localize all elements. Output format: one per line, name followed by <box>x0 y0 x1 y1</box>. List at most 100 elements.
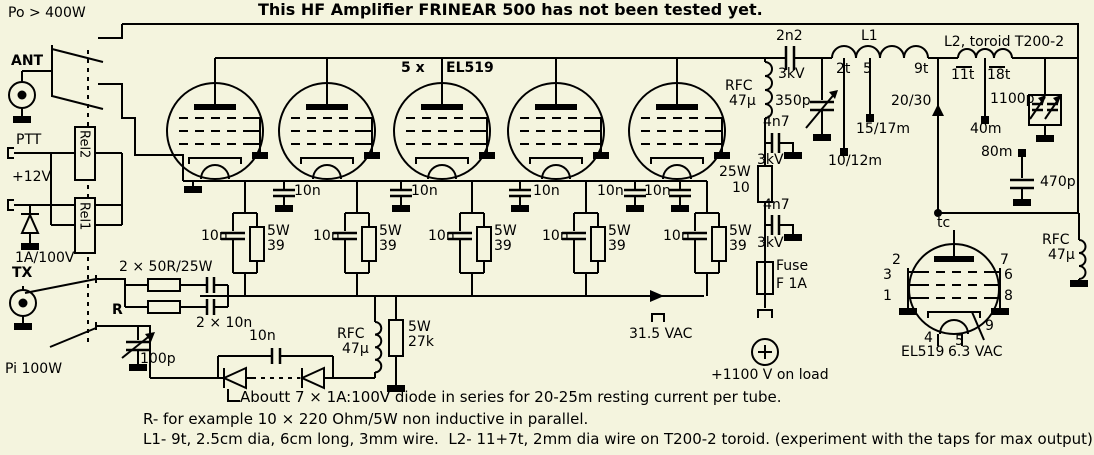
page-title: This HF Amplifier FRINEAR 500 has not be… <box>258 0 763 19</box>
supply-res-value-label: 10 <box>732 180 750 196</box>
heater-bypass-caps <box>271 179 693 214</box>
ptt-label: PTT <box>16 132 42 148</box>
tap-10-12m-label: 10/12m <box>828 153 882 169</box>
cathode-cap-label: 10n <box>313 228 340 244</box>
heater-cap-label: 10n <box>644 183 671 199</box>
12v-label: +12V <box>12 169 52 185</box>
r-switch-and-input-tune <box>49 322 155 378</box>
pin-1-label: 1 <box>883 288 892 304</box>
cathode-cap-label: 10n <box>428 228 455 244</box>
tune-cap-label: 350p <box>775 93 811 109</box>
cathode-res-power-label: 5W <box>729 223 752 239</box>
loading-cap-1100p <box>1028 58 1062 142</box>
l2-tap18-label: 18t <box>987 67 1011 83</box>
blocking-cap-rating-label: 3kV <box>778 66 805 82</box>
supply-cap2-label: 4n7 <box>763 197 790 213</box>
pin-8-label: 8 <box>1004 288 1013 304</box>
80m-tap-cap <box>1010 149 1034 206</box>
cathode-res-value-label: 39 <box>379 238 397 254</box>
cathode-cap-label: 10n <box>542 228 569 244</box>
pin-5-label: 5 <box>955 333 964 349</box>
input-power-label: Pi 100W <box>5 361 63 377</box>
antenna-relay-switch <box>22 24 184 181</box>
loading-cap-label: 1100p <box>990 91 1035 107</box>
top-cap-label: tc <box>937 215 951 231</box>
pin-7-label: 7 <box>1000 252 1009 268</box>
l1-tap9-label: 9t <box>914 61 929 77</box>
cathode-res-value-label: 39 <box>729 238 747 254</box>
plate-tune-cap <box>805 58 838 141</box>
el519-socket-pinout <box>899 230 1009 346</box>
tx-switch-and-input-network <box>24 275 229 315</box>
output-power-label: Po > 400W <box>8 5 86 21</box>
supply-res-power-label: 25W <box>719 164 751 180</box>
tube-el519 <box>507 57 610 180</box>
rel2-label: Rel2 <box>76 130 92 159</box>
socket-heater-label: 6.3 VAC <box>948 344 1003 360</box>
tube-type-label: EL519 <box>446 60 494 76</box>
blocking-cap-label: 2n2 <box>776 28 803 44</box>
pin-6-label: 6 <box>1004 267 1013 283</box>
antenna-rfc-value-label: 47µ <box>1048 247 1075 263</box>
cathode-res-power-label: 5W <box>267 223 290 239</box>
tx-connector-icon <box>9 286 37 330</box>
plate-rfc-value-label: 47µ <box>729 93 756 109</box>
heater-cap-label: 10n <box>411 183 438 199</box>
l1-coil <box>831 45 958 156</box>
cathode-res-power-label: 5W <box>379 223 402 239</box>
cathode-cap-label: 10n <box>201 228 228 244</box>
bias-rfc-value-label: 47µ <box>342 341 369 357</box>
pin-4-label: 4 <box>924 330 933 346</box>
hv-supply-label: +1100 V on load <box>711 367 829 383</box>
input-tune-cap-label: 100p <box>140 351 176 367</box>
ant-label: ANT <box>11 53 44 69</box>
cathode-res-value-label: 39 <box>608 238 626 254</box>
supply-cap1-label: 4n7 <box>763 114 790 130</box>
relay-boxes <box>74 126 96 254</box>
plate-choke-and-supply <box>751 58 802 366</box>
cathode-res-value-label: 39 <box>267 238 285 254</box>
heater-cap-label: 10n <box>533 183 560 199</box>
input-cap-label: 2 × 10n <box>196 315 253 331</box>
cathode-res-power-label: 5W <box>608 223 631 239</box>
bias-rfc-label: RFC <box>337 326 365 342</box>
l2-label: L2, toroid T200-2 <box>944 34 1065 50</box>
rel1-label: Rel1 <box>76 202 92 231</box>
tap-20-30-label: 20/30 <box>891 93 932 109</box>
bias-rfc-and-bleeder <box>374 296 405 392</box>
r-switch-label: R <box>112 302 123 318</box>
heater-supply-label: 31.5 VAC <box>629 326 693 342</box>
tube-el519 <box>393 57 496 180</box>
supply-cap2-rating-label: 3kV <box>757 235 784 251</box>
note-coils: L1- 9t, 2.5cm dia, 6cm long, 3mm wire. L… <box>143 430 1093 448</box>
tube-el519 <box>278 57 381 180</box>
plate-rfc-label: RFC <box>725 78 753 94</box>
tap-15-17m-label: 15/17m <box>856 121 910 137</box>
l1-tap5-label: 5 <box>863 61 872 77</box>
socket-type-label: EL519 <box>901 344 945 360</box>
l1-label: L1 <box>861 28 878 44</box>
tube-count-label: 5 x <box>401 60 425 76</box>
antenna-rfc <box>1070 213 1088 287</box>
bleeder-value-label: 27k <box>408 334 434 350</box>
tap-40m-label: 40m <box>970 121 1002 137</box>
pin-9-label: 9 <box>985 318 994 334</box>
antenna-output-bus <box>122 23 1079 213</box>
antenna-rfc-label: RFC <box>1042 232 1070 248</box>
ant-connector-icon <box>8 71 36 123</box>
fuse-label: Fuse <box>776 258 809 274</box>
bleeder-power-label: 5W <box>408 319 431 335</box>
l1-tap2-label: 2t <box>836 61 851 77</box>
heater-line <box>183 180 707 193</box>
cathode-res-power-label: 5W <box>494 223 517 239</box>
heater-cap-label: 10n <box>294 183 321 199</box>
input-resistor-label: 2 × 50R/25W <box>119 259 213 275</box>
note-diodes: Aboutt 7 × 1A:100V diode in series for 2… <box>240 388 782 406</box>
l2-toroid-coil <box>956 48 1078 124</box>
pin-2-label: 2 <box>892 252 901 268</box>
diode-rating-label: 1A/100V <box>15 250 75 266</box>
fuse-value-label: F 1A <box>776 276 807 292</box>
tx-label: TX <box>12 265 33 281</box>
